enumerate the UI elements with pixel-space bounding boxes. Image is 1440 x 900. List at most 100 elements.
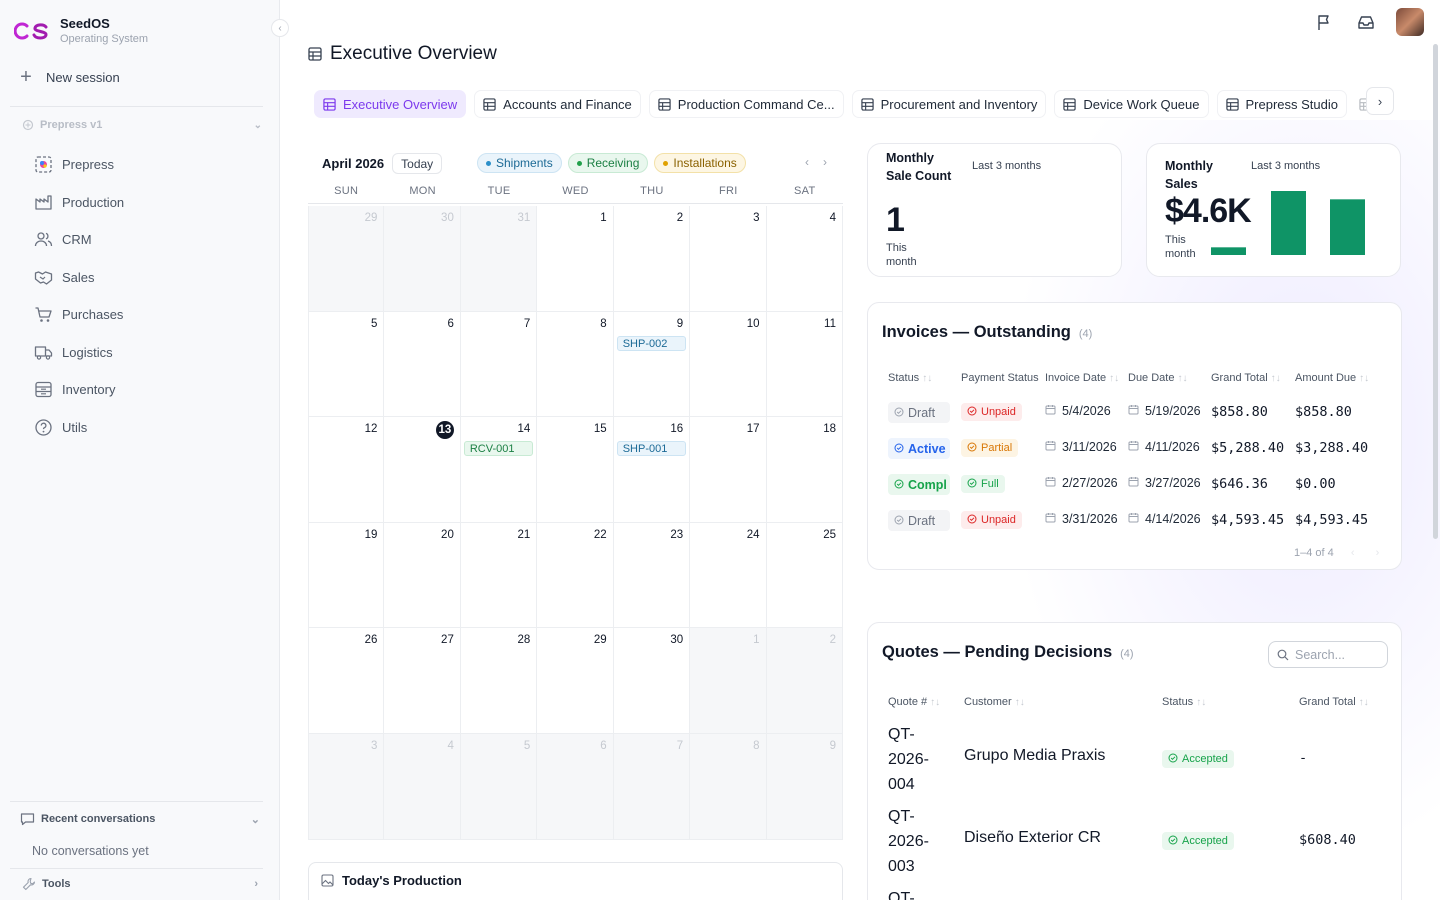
sidebar-item-purchases[interactable]: Purchases <box>34 296 124 334</box>
calendar-day-cell[interactable]: 8 <box>537 311 614 418</box>
calendar-day-cell[interactable]: 2 <box>766 628 843 734</box>
calendar-day-cell[interactable]: 12 <box>308 417 385 523</box>
next-month-button[interactable]: › <box>823 155 827 169</box>
calendar-day-cell[interactable]: 16 SHP-001 <box>613 417 691 523</box>
sales-bar[interactable] <box>1271 191 1306 255</box>
column-header[interactable]: Grand Total ↑↓ <box>1299 696 1369 708</box>
quote-number[interactable]: QT-2026-003 <box>888 808 929 875</box>
calendar-day-cell[interactable]: 17 <box>690 417 767 523</box>
tools-toggle[interactable]: Tools › <box>22 877 258 891</box>
calendar-day-cell[interactable]: 2 <box>613 206 691 312</box>
sidebar-item-production[interactable]: Production <box>34 184 124 222</box>
tab-executive-overview[interactable]: Executive Overview <box>314 90 467 118</box>
sidebar-item-crm[interactable]: CRM <box>34 221 124 259</box>
calendar-day-cell[interactable]: 14 RCV-001 <box>460 417 538 523</box>
tabs-scroll-right-button[interactable]: › <box>1366 87 1394 115</box>
calendar-day-cell[interactable]: 3 <box>690 206 767 312</box>
calendar-event[interactable]: SHP-002 <box>616 335 687 351</box>
calendar-day-cell[interactable]: 28 <box>460 628 538 734</box>
tab-prepress-studio[interactable]: Prepress Studio <box>1216 90 1347 118</box>
column-header[interactable]: Amount Due ↑↓ <box>1295 372 1369 384</box>
tab-device-work-queue[interactable]: Device Work Queue <box>1054 90 1209 118</box>
calendar-day-cell[interactable]: 30 <box>384 206 461 312</box>
calendar-day-cell[interactable]: 6 <box>384 311 461 418</box>
calendar-day-cell[interactable]: 8 <box>690 733 767 840</box>
legend-shipments[interactable]: Shipments <box>477 153 562 173</box>
sidebar-item-inventory[interactable]: Inventory <box>34 371 124 409</box>
quote-number[interactable]: QT-2026-004 <box>888 726 929 793</box>
sidebar-item-sales[interactable]: Sales <box>34 259 124 297</box>
column-header[interactable]: Status ↑↓ <box>1162 696 1206 708</box>
calendar-day-cell[interactable]: 1 <box>690 628 767 734</box>
day-number: 17 <box>746 423 760 436</box>
app-group-toggle[interactable]: Prepress v1 ⌄ <box>22 119 262 131</box>
column-header[interactable]: Grand Total ↑↓ <box>1211 372 1281 384</box>
brand[interactable]: SeedOS Operating System <box>14 16 148 45</box>
column-header[interactable]: Payment Status <box>961 372 1039 384</box>
calendar-day-cell[interactable]: 26 <box>308 628 385 734</box>
calendar-day-cell[interactable]: 22 <box>537 522 614 629</box>
sales-bar[interactable] <box>1330 199 1365 255</box>
tab-procurement-inventory[interactable]: Procurement and Inventory <box>851 90 1047 118</box>
legend-installations[interactable]: Installations <box>654 153 746 173</box>
calendar-day-cell[interactable]: 5 <box>308 311 385 418</box>
column-header[interactable]: Quote # ↑↓ <box>888 696 940 708</box>
calendar-day-cell[interactable]: 24 <box>690 522 767 629</box>
tab-production-command[interactable]: Production Command Ce... <box>648 90 844 118</box>
column-header[interactable]: Status ↑↓ <box>888 372 932 384</box>
calendar-day-cell[interactable]: 18 <box>766 417 843 523</box>
quotes-title: Quotes — Pending Decisions (4) <box>882 643 1134 662</box>
prev-month-button[interactable]: ‹ <box>805 155 809 169</box>
calendar-day-cell[interactable]: 29 <box>308 206 385 312</box>
calendar-day-cell[interactable]: 7 <box>460 311 538 418</box>
calendar-day-cell[interactable]: 29 <box>537 628 614 734</box>
quote-number[interactable]: QT- <box>888 890 915 900</box>
factory-icon <box>34 193 53 212</box>
calendar-day-cell[interactable]: 19 <box>308 522 385 629</box>
tab-accounts-finance[interactable]: Accounts and Finance <box>474 90 641 118</box>
calendar-day-cell[interactable]: 27 <box>384 628 461 734</box>
calendar-day-cell[interactable]: 9 <box>766 733 843 840</box>
calendar-event[interactable]: RCV-001 <box>463 441 534 457</box>
page-scrollbar[interactable] <box>1433 44 1438 539</box>
calendar-day-cell[interactable]: 11 <box>766 311 843 418</box>
sidebar-item-logistics[interactable]: Logistics <box>34 334 124 372</box>
flag-button[interactable] <box>1312 10 1336 34</box>
calendar-day-cell[interactable]: 21 <box>460 522 538 629</box>
calendar-day-cell[interactable]: 20 <box>384 522 461 629</box>
calendar-day-cell[interactable]: 5 <box>460 733 538 840</box>
legend-receiving[interactable]: Receiving <box>567 153 649 173</box>
column-header[interactable]: Invoice Date ↑↓ <box>1045 372 1119 384</box>
calendar-event[interactable]: SHP-001 <box>616 441 687 457</box>
pager-prev-button[interactable]: ‹ <box>1350 547 1355 559</box>
calendar-day-cell[interactable]: 3 <box>308 733 385 840</box>
calendar-day-cell[interactable]: 25 <box>766 522 843 629</box>
calendar-day-cell[interactable]: 1 <box>537 206 614 312</box>
calendar-day-cell[interactable]: 4 <box>766 206 843 312</box>
sales-bar[interactable] <box>1211 247 1246 255</box>
column-header[interactable]: Due Date ↑↓ <box>1128 372 1187 384</box>
calendar-day-cell[interactable]: 23 <box>613 522 691 629</box>
today-button[interactable]: Today <box>392 153 443 174</box>
collapse-sidebar-button[interactable]: ‹ <box>271 19 289 37</box>
calendar-day-cell[interactable]: 9 SHP-002 <box>613 311 691 418</box>
column-header[interactable]: Customer ↑↓ <box>964 696 1025 708</box>
recent-conversations-toggle[interactable]: Recent conversations ⌄ <box>20 812 260 826</box>
calendar-day-cell[interactable]: 30 <box>613 628 691 734</box>
sidebar-item-utils[interactable]: Utils <box>34 409 124 447</box>
calendar-day-cell[interactable]: 31 <box>460 206 538 312</box>
sidebar-item-prepress[interactable]: Prepress <box>34 146 124 184</box>
calendar-day-cell[interactable]: 13 <box>384 417 461 523</box>
calendar-day-cell[interactable]: 15 <box>537 417 614 523</box>
calendar-day-cell[interactable]: 7 <box>613 733 691 840</box>
pager-next-button[interactable]: › <box>1375 547 1380 559</box>
calendar-day-cell[interactable]: 6 <box>537 733 614 840</box>
new-session-button[interactable]: + New session <box>18 67 120 87</box>
inbox-button[interactable] <box>1354 10 1378 34</box>
calendar-day-cell[interactable]: 4 <box>384 733 461 840</box>
quotes-search-input[interactable]: Search... <box>1268 641 1388 668</box>
sidebar-item-label: Inventory <box>62 382 116 398</box>
calendar-day-cell[interactable]: 10 <box>690 311 767 418</box>
user-avatar[interactable] <box>1396 8 1424 36</box>
status-badge: Accepted <box>1162 832 1234 850</box>
